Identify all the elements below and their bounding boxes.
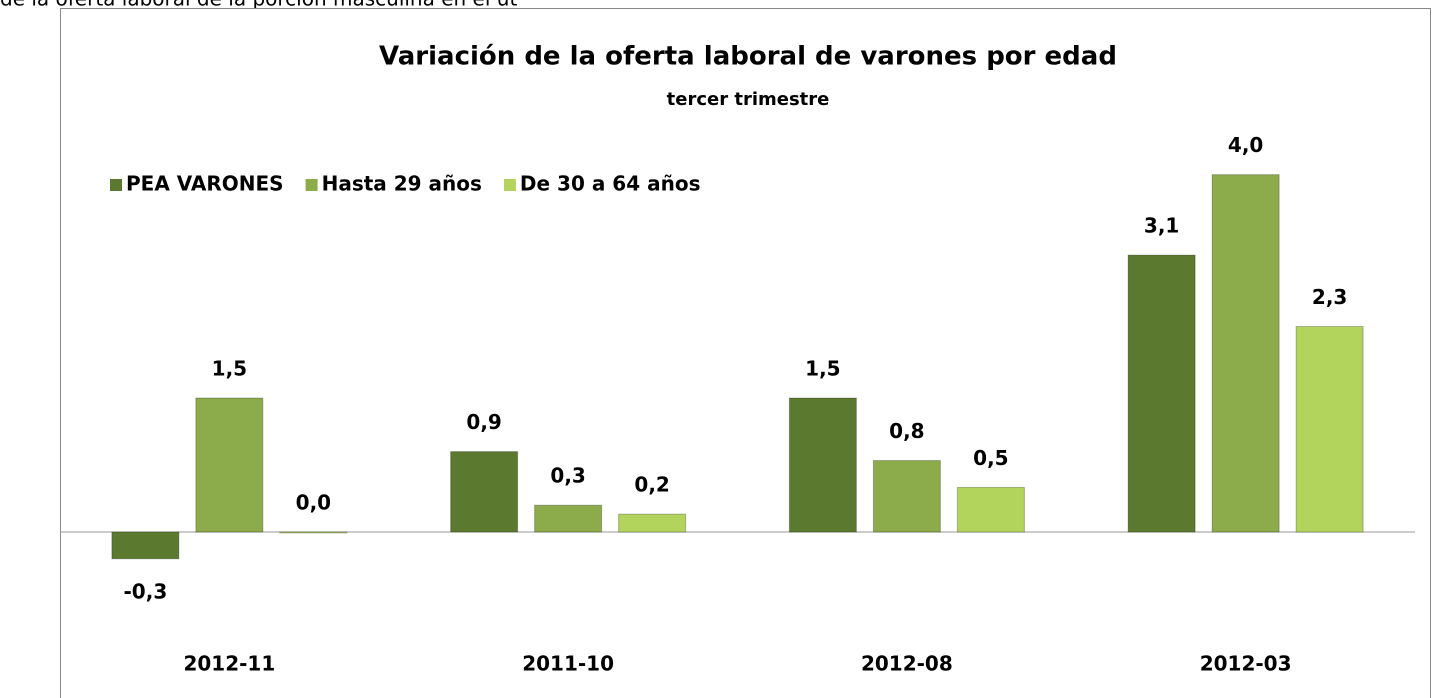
chart-subtitle: tercer trimestre bbox=[667, 89, 830, 110]
bar bbox=[534, 504, 603, 533]
chart-title: Variación de la oferta laboral de varone… bbox=[379, 42, 1117, 72]
header-text: de la oferta laboral de la porción mascu… bbox=[0, 0, 517, 11]
legend-swatch bbox=[305, 179, 318, 191]
value-label: 4,0 bbox=[1228, 133, 1263, 157]
legend-swatch bbox=[503, 179, 516, 191]
value-label: 0,0 bbox=[296, 491, 331, 515]
bar bbox=[111, 531, 180, 560]
chart-frame bbox=[60, 8, 1431, 698]
bar bbox=[618, 513, 687, 533]
value-label: 2,3 bbox=[1312, 285, 1347, 309]
value-label: 0,2 bbox=[634, 473, 669, 497]
bar bbox=[279, 531, 348, 534]
value-label: 3,1 bbox=[1144, 214, 1179, 238]
value-label: 0,5 bbox=[973, 446, 1008, 470]
value-label: 0,9 bbox=[466, 410, 501, 434]
x-tick-label: 2012-11 bbox=[183, 652, 275, 676]
legend-label: PEA VARONES bbox=[126, 172, 284, 196]
bar bbox=[1127, 254, 1196, 533]
value-label: -0,3 bbox=[124, 579, 168, 603]
value-label: 0,8 bbox=[889, 419, 924, 443]
x-tick-label: 2012-08 bbox=[861, 652, 953, 676]
value-label: 0,3 bbox=[550, 464, 585, 488]
value-label: 1,5 bbox=[805, 357, 840, 381]
value-label: 1,5 bbox=[212, 357, 247, 381]
bar bbox=[1211, 174, 1280, 533]
legend-swatch bbox=[110, 179, 122, 191]
bar bbox=[956, 486, 1025, 533]
bar bbox=[872, 460, 941, 533]
legend-label: De 30 a 64 años bbox=[520, 172, 701, 196]
legend-label: Hasta 29 años bbox=[322, 172, 482, 196]
bar bbox=[1295, 326, 1364, 533]
bar bbox=[195, 397, 264, 533]
bar bbox=[450, 451, 519, 533]
bar bbox=[788, 397, 857, 533]
x-tick-label: 2012-03 bbox=[1200, 652, 1292, 676]
x-tick-label: 2011-10 bbox=[522, 652, 614, 676]
